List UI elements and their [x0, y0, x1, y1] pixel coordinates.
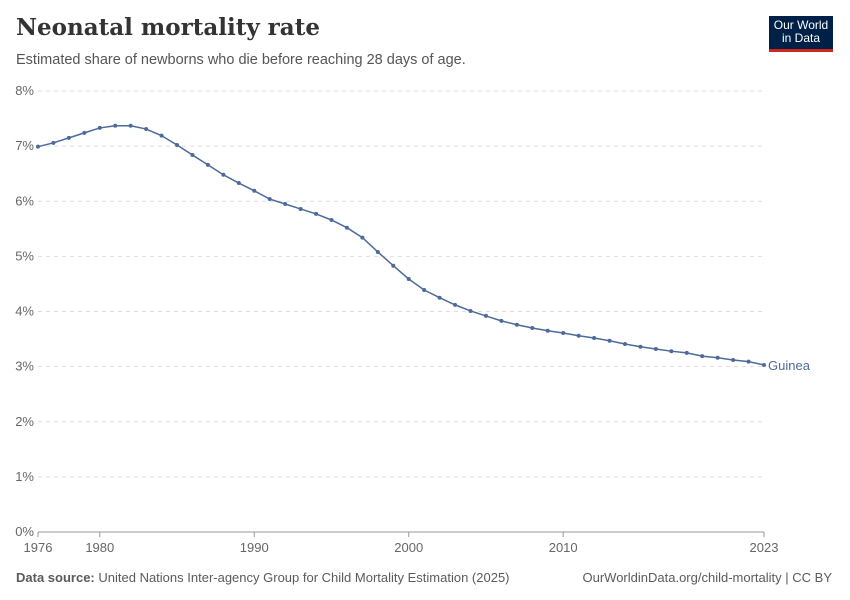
data-point [576, 333, 581, 338]
data-point [746, 359, 751, 364]
y-tick-label: 8% [15, 83, 34, 98]
data-point [205, 162, 210, 167]
data-point [283, 202, 288, 207]
y-tick-label: 7% [15, 138, 34, 153]
data-point [622, 342, 627, 347]
data-point [422, 288, 427, 293]
data-point [360, 235, 365, 240]
data-point [128, 123, 133, 128]
source-text: United Nations Inter-agency Group for Ch… [98, 570, 510, 585]
data-point [51, 140, 56, 145]
data-point [762, 362, 766, 367]
data-point [483, 313, 488, 318]
y-tick-label: 1% [15, 469, 34, 484]
chart-subtitle: Estimated share of newborns who die befo… [16, 52, 466, 68]
data-source: Data source: United Nations Inter-agency… [16, 570, 510, 585]
data-point [700, 354, 705, 359]
data-point [731, 358, 736, 363]
data-point [36, 144, 40, 149]
data-point [375, 249, 380, 254]
data-point [653, 346, 658, 351]
data-point [499, 318, 504, 323]
data-point [344, 225, 349, 230]
series-label: Guinea [768, 358, 811, 373]
data-point [113, 123, 118, 128]
data-point [437, 295, 442, 300]
data-point [715, 355, 720, 360]
data-point [236, 181, 241, 186]
data-point [190, 152, 195, 157]
data-point [221, 172, 226, 177]
y-tick-label: 2% [15, 414, 34, 429]
source-link[interactable]: OurWorldinData.org/child-mortality | CC … [582, 570, 833, 585]
y-tick-label: 3% [15, 359, 34, 374]
source-label: Data source: [16, 570, 95, 585]
x-tick-label: 1980 [85, 540, 114, 555]
line-chart: 0% 1% 2% 3% 4% 5% 6% 7% 8% 1976 1980 1990 2000 2010 20… [15, 83, 811, 555]
data-point [144, 127, 149, 132]
y-tick-label: 4% [15, 304, 34, 319]
y-tick-label: 0% [15, 524, 34, 539]
data-point [453, 302, 458, 307]
data-point [607, 338, 612, 343]
data-point [638, 344, 643, 349]
x-tick-label: 1990 [240, 540, 269, 555]
data-point [267, 197, 272, 202]
data-point [561, 330, 566, 335]
x-tick-label: 2000 [394, 540, 423, 555]
data-point [669, 349, 674, 354]
data-point [684, 350, 689, 355]
chart-title: Neonatal mortality rate [16, 14, 320, 41]
series-line [37, 124, 765, 366]
data-point [252, 188, 257, 193]
y-tick-label: 6% [15, 193, 34, 208]
data-point [391, 263, 396, 268]
data-point [406, 276, 411, 281]
data-point [530, 326, 535, 331]
data-point [592, 335, 597, 340]
y-tick-label: 5% [15, 248, 34, 263]
owid-logo[interactable]: Our World in Data [769, 16, 833, 52]
data-point [97, 125, 102, 130]
data-point [82, 130, 87, 135]
x-tick-label: 2010 [549, 540, 578, 555]
data-point [314, 211, 319, 216]
data-point [468, 308, 473, 313]
x-tick-label: 2023 [750, 540, 779, 555]
data-point [175, 143, 180, 148]
data-point [66, 135, 71, 140]
data-point [545, 328, 550, 333]
data-point [514, 322, 519, 327]
x-tick-label: 1976 [24, 540, 53, 555]
data-point [329, 217, 334, 222]
data-point [159, 133, 164, 138]
data-point [298, 206, 303, 211]
